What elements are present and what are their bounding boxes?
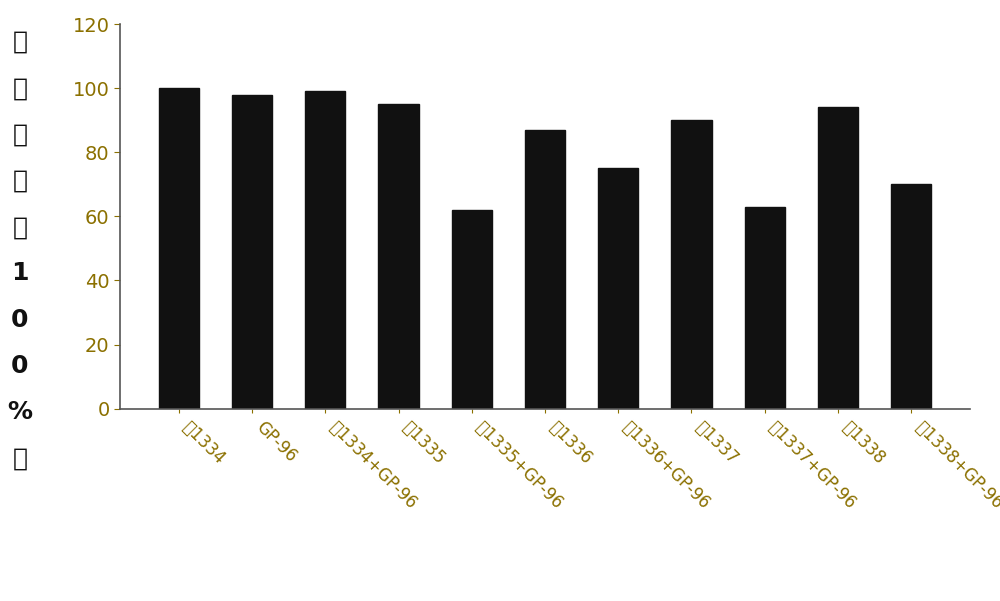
Bar [232, 94, 272, 409]
Text: ）: ） [12, 447, 28, 471]
Text: 性: 性 [12, 169, 28, 193]
Text: 0: 0 [11, 308, 29, 332]
Text: （: （ [12, 215, 28, 239]
Bar [671, 120, 712, 409]
Text: 活: 活 [12, 123, 28, 147]
Text: 细: 细 [12, 30, 28, 54]
Bar [598, 168, 638, 409]
Bar [525, 130, 565, 409]
Bar [891, 185, 931, 409]
Bar [452, 210, 492, 409]
Bar [159, 88, 199, 409]
Text: 1: 1 [11, 261, 29, 285]
Text: 0: 0 [11, 354, 29, 378]
Text: %: % [8, 400, 32, 424]
Text: 胞: 胞 [12, 76, 28, 100]
Bar [378, 104, 419, 409]
Bar [818, 108, 858, 409]
Bar [305, 91, 345, 409]
Bar [745, 207, 785, 409]
